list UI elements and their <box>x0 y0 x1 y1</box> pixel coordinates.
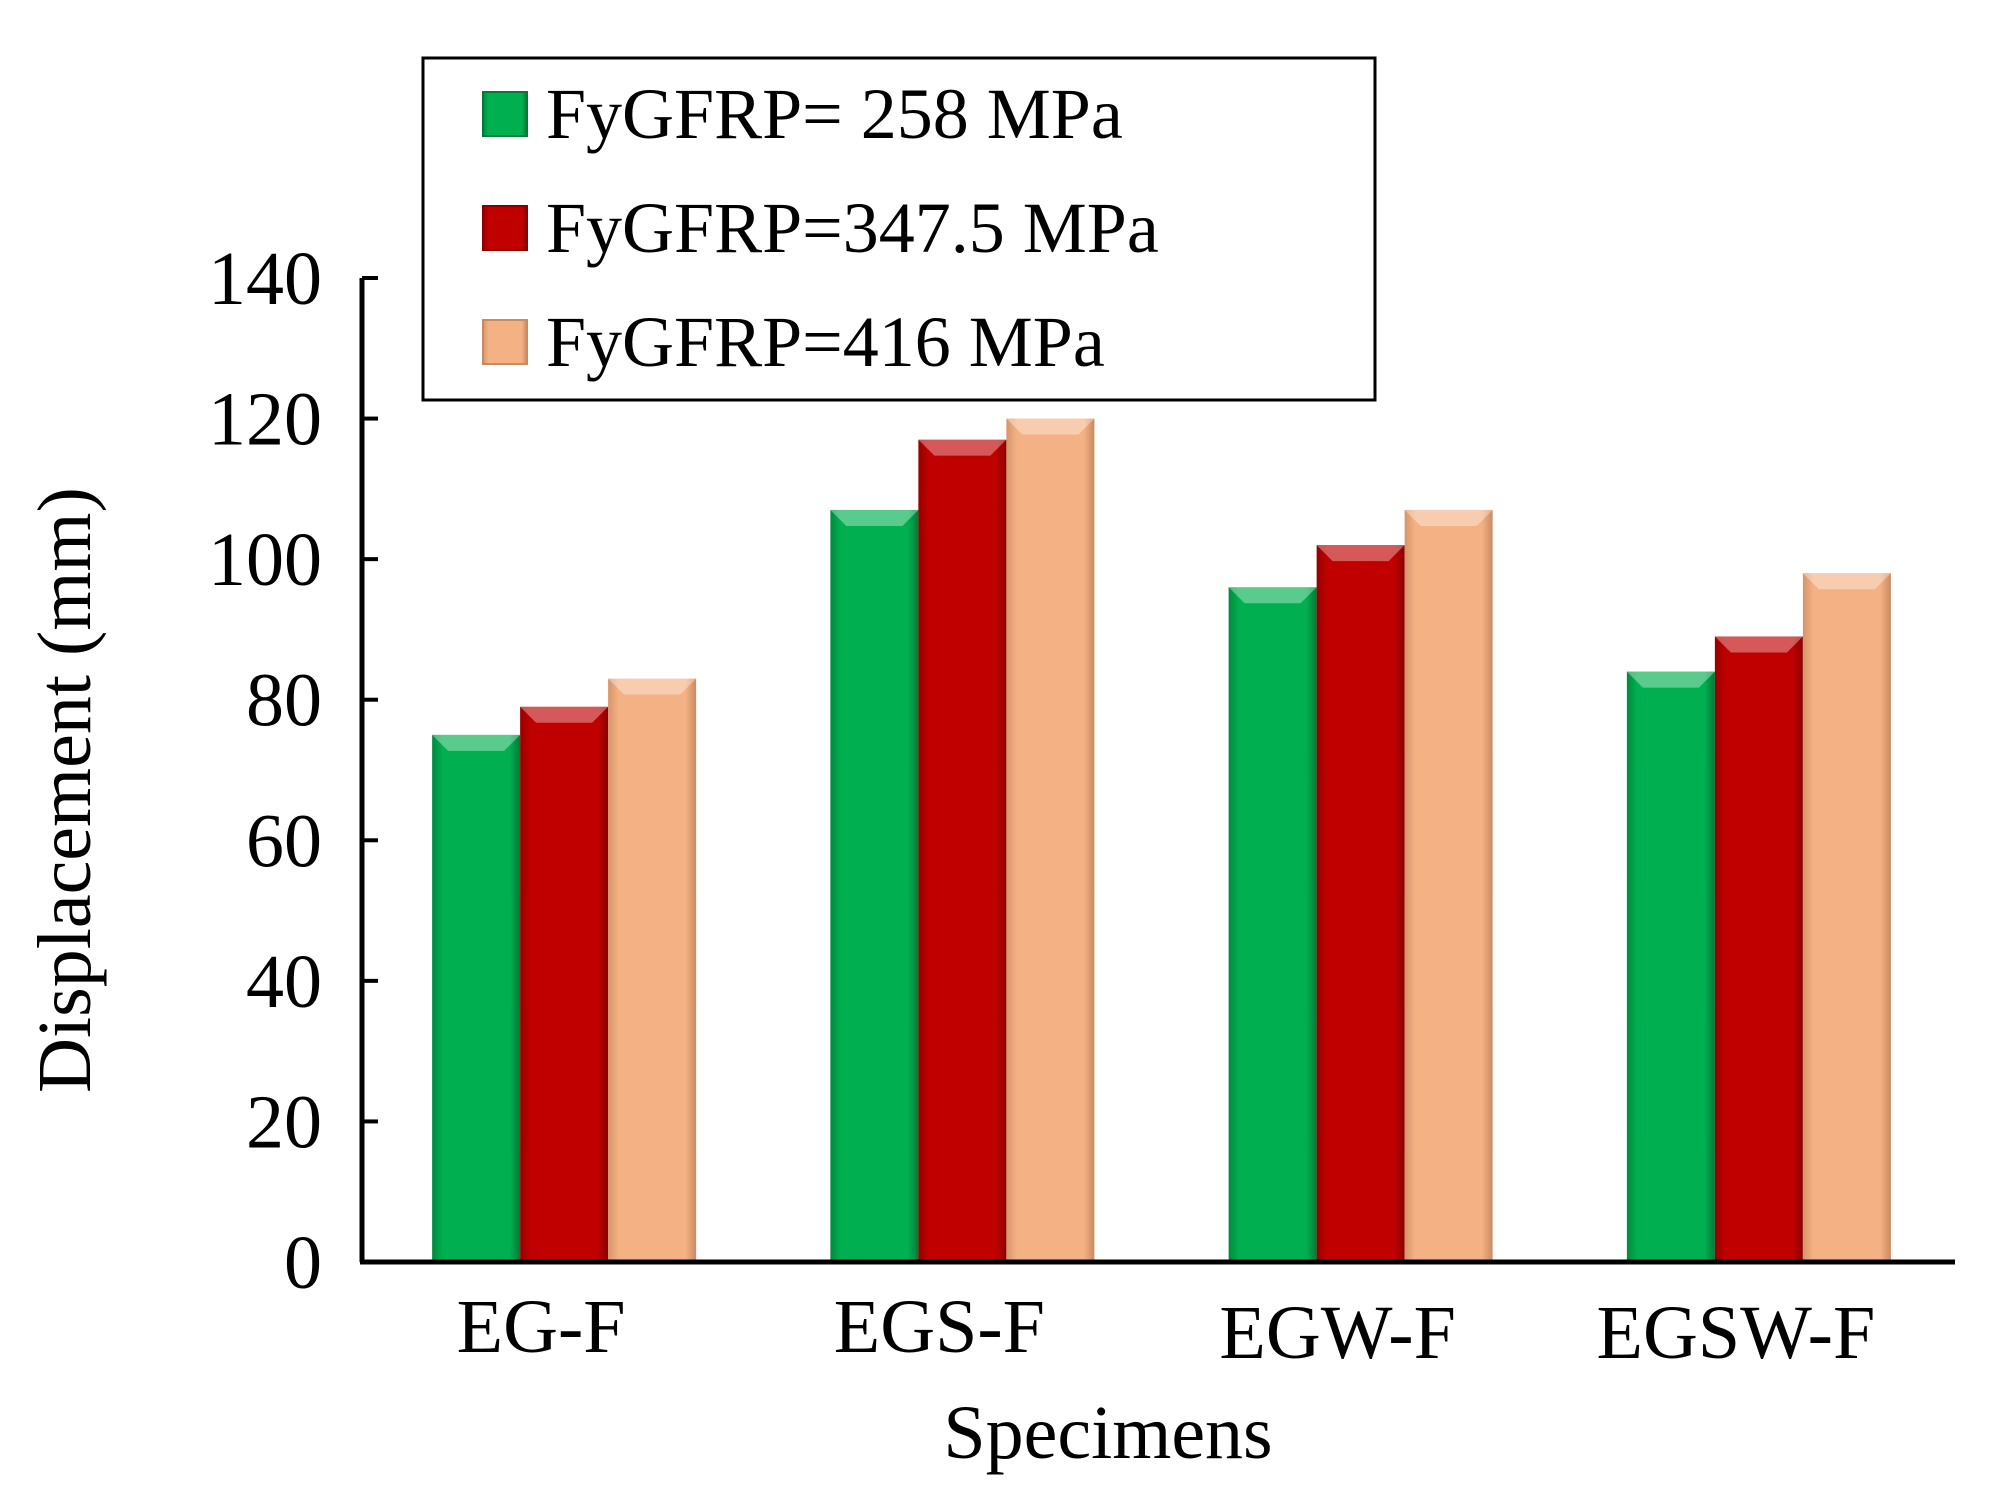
bars-layer <box>432 418 1891 1263</box>
legend-label-2: FyGFRP=416 MPa <box>546 302 1105 382</box>
legend-item-0: FyGFRP= 258 MPa <box>482 74 1123 154</box>
legend-swatch-1 <box>482 205 528 251</box>
bar-EGS-F-series-1 <box>918 439 1007 1263</box>
y-tick-label-140: 140 <box>208 237 322 321</box>
y-tick-label-120: 120 <box>208 378 322 462</box>
bar-EGW-F-series-1 <box>1316 545 1405 1262</box>
legend-swatch-2 <box>482 319 528 365</box>
x-tick-label-EGW-F: EGW-F <box>1219 1291 1455 1375</box>
legend-item-1: FyGFRP=347.5 MPa <box>482 188 1159 268</box>
bar-EGS-F-series-0 <box>830 509 919 1262</box>
bar-bevel-EGW-F-series-0 <box>1228 587 1317 604</box>
bar-bevel-EG-F-series-0 <box>432 734 521 751</box>
y-tick-label-40: 40 <box>246 940 322 1024</box>
bar-EG-F-series-1 <box>520 706 609 1262</box>
legend: FyGFRP= 258 MPa FyGFRP=347.5 MPa FyGFRP=… <box>421 56 1377 402</box>
bar-bevel-EGW-F-series-1 <box>1316 545 1405 562</box>
bar-bevel-EG-F-series-2 <box>608 678 697 695</box>
axes <box>359 278 1955 1265</box>
legend-item-2: FyGFRP=416 MPa <box>482 302 1105 382</box>
bar-EGW-F-series-0 <box>1228 587 1317 1262</box>
bar-EG-F-series-0 <box>432 734 521 1262</box>
x-tick-label-EGSW-F: EGSW-F <box>1597 1291 1876 1375</box>
bar-EGS-F-series-2 <box>1006 418 1095 1263</box>
bar-bevel-EGSW-F-series-2 <box>1802 573 1891 590</box>
bar-bevel-EGSW-F-series-1 <box>1714 636 1803 653</box>
bar-bevel-EGSW-F-series-0 <box>1626 671 1715 688</box>
y-tick-label-80: 80 <box>246 659 322 743</box>
x-tick-label-EGS-F: EGS-F <box>834 1285 1045 1369</box>
x-tick-label-EG-F: EG-F <box>457 1285 626 1369</box>
y-tick-label-100: 100 <box>208 518 322 602</box>
y-tick-label-0: 0 <box>284 1221 322 1305</box>
x-axis-ticks: EG-F EGS-F EGW-F EGSW-F <box>457 1285 1876 1375</box>
bar-EGW-F-series-2 <box>1404 509 1493 1262</box>
bar-EGSW-F-series-1 <box>1714 636 1803 1262</box>
bar-EG-F-series-2 <box>608 678 697 1262</box>
y-tick-label-20: 20 <box>246 1080 322 1164</box>
y-tick-label-60: 60 <box>246 799 322 883</box>
bar-bevel-EGS-F-series-1 <box>918 439 1007 456</box>
legend-frame <box>421 56 1377 402</box>
legend-label-0: FyGFRP= 258 MPa <box>546 74 1123 154</box>
bar-EGSW-F-series-0 <box>1626 671 1715 1262</box>
bar-bevel-EGS-F-series-2 <box>1006 418 1095 435</box>
y-axis-label: Displacement (mm) <box>23 487 107 1093</box>
legend-label-1: FyGFRP=347.5 MPa <box>546 188 1159 268</box>
x-axis-label: Specimens <box>943 1391 1272 1475</box>
legend-swatch-0 <box>482 91 528 137</box>
bar-bevel-EGW-F-series-2 <box>1404 509 1493 526</box>
bar-EGSW-F-series-2 <box>1802 573 1891 1262</box>
bar-bevel-EGS-F-series-0 <box>830 509 919 526</box>
bar-bevel-EG-F-series-1 <box>520 706 609 723</box>
y-axis-ticks: 0 20 40 60 80 100 120 140 <box>208 237 378 1305</box>
